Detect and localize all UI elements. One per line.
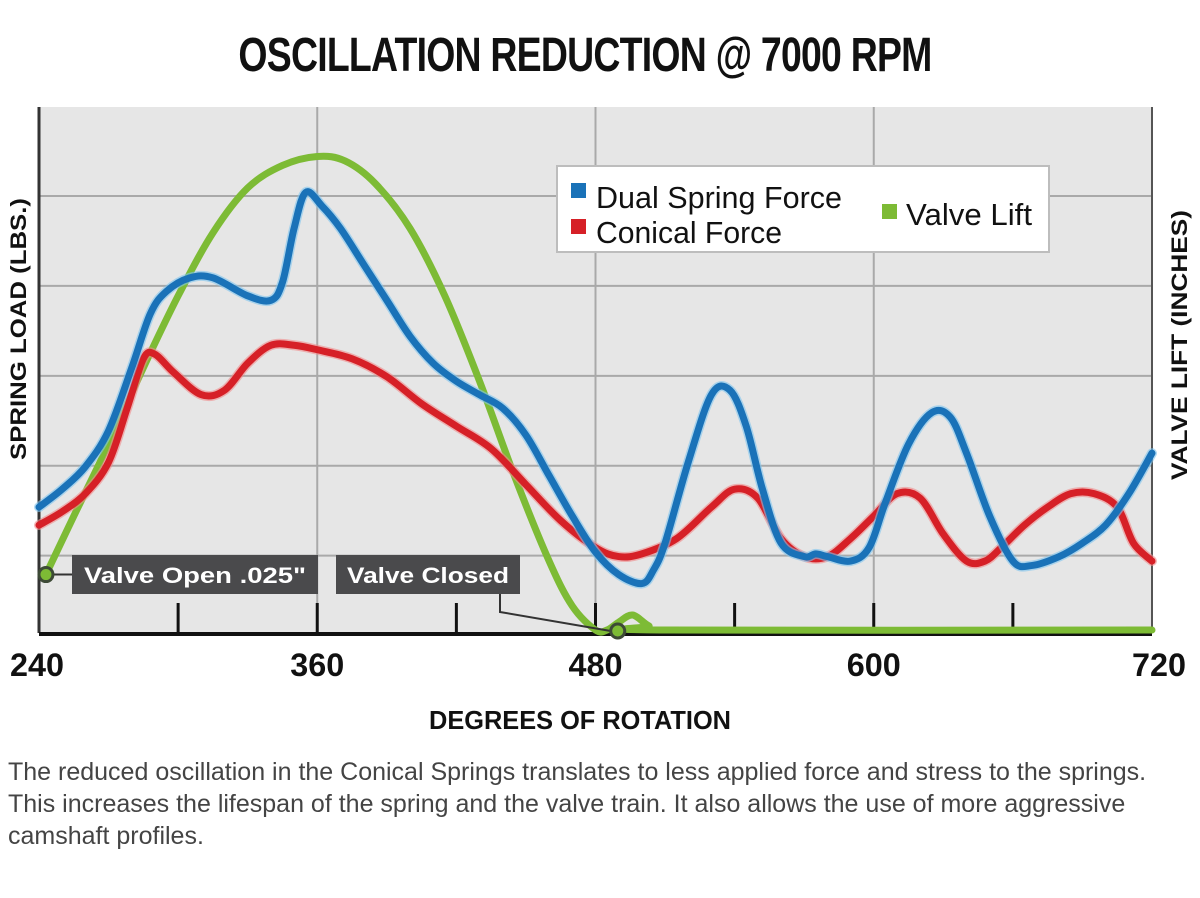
x-tick-label: 480 (569, 647, 623, 683)
annotation-valve-closed-label: Valve Closed (347, 563, 509, 588)
annotation-valve-closed-box (336, 555, 520, 594)
caption: The reduced oscillation in the Conical S… (8, 758, 1147, 850)
series-group (34, 152, 1157, 636)
legend-swatch-conical (571, 219, 586, 234)
series-valve-lift (42, 152, 1156, 636)
legend-swatch-valve-lift (882, 204, 897, 219)
annotation-valve-open: Valve Open .025" (37, 555, 318, 594)
series-dual-spring-force-line (35, 188, 1156, 588)
annotation-valve-closed-leader (499, 594, 611, 632)
x-tick-label: 240 (10, 647, 64, 683)
legend-label-conical: Conical Force (596, 215, 782, 250)
series-conical-force (34, 338, 1157, 569)
legend-swatch-dual-spring (571, 183, 586, 198)
minor-ticks (176, 603, 1015, 633)
x-axis-label: DEGREES OF ROTATION (429, 705, 731, 735)
annotation-valve-open-label: Valve Open .025" (84, 563, 306, 588)
legend-box (556, 165, 1050, 253)
series-valve-lift-line (42, 152, 1156, 636)
y-axis-label-right: VALVE LIFT (INCHES) (1167, 210, 1192, 480)
annotation-valve-open-marker (37, 566, 55, 584)
legend-label-valve-lift: Valve Lift (906, 197, 1032, 232)
chart-title: OSCILLATION REDUCTION @ 7000 RPM (238, 29, 932, 82)
annotation-valve-open-box (72, 555, 318, 594)
annotation-valve-closed: Valve Closed (336, 555, 627, 640)
x-tick-label: 360 (290, 647, 344, 683)
chart: Valve Open .025" Valve Closed Dual Sprin… (6, 107, 1192, 735)
legend: Dual Spring Force Conical Force Valve Li… (556, 165, 1050, 253)
x-tick-label: 720 (1132, 647, 1186, 683)
x-tick-label: 600 (847, 647, 901, 683)
x-tick-labels: 240 360 480 600 720 (10, 647, 1186, 683)
legend-label-dual-spring: Dual Spring Force (596, 180, 842, 215)
y-axis-label-left: SPRING LOAD (LBS.) (6, 198, 31, 460)
annotation-valve-closed-marker (609, 622, 627, 640)
annotations: Valve Open .025" Valve Closed (37, 555, 627, 640)
series-dual-spring-force (34, 186, 1157, 589)
series-conical-force-line (35, 340, 1156, 568)
